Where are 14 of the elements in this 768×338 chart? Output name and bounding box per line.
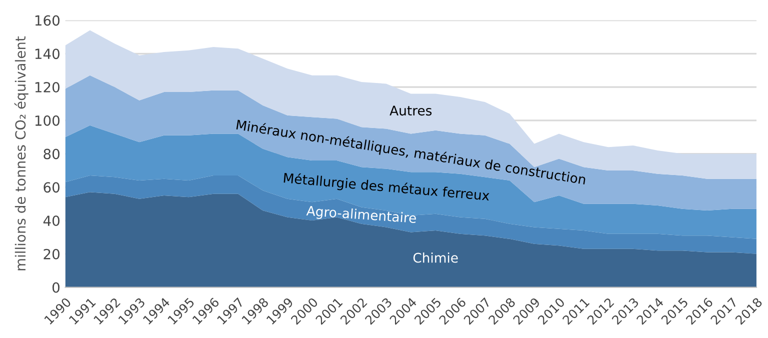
y-tick-label: 40 xyxy=(43,216,60,226)
series-label: Agro-alimentaire xyxy=(306,205,416,226)
y-tick-label: 140 xyxy=(35,48,60,60)
series-label: Chimie xyxy=(413,252,458,263)
series-label: Autres xyxy=(390,106,432,116)
y-tick-label: 20 xyxy=(44,248,60,260)
y-tick-label: 100 xyxy=(35,115,60,126)
y-axis-title: millions de tonnes CO₂ équivalent xyxy=(14,36,28,270)
series-label: Métallurgie des métaux ferreux xyxy=(284,172,490,204)
y-tick-label: 0 xyxy=(52,282,60,293)
y-tick-label: 160 xyxy=(35,15,60,26)
y-tick-label: 60 xyxy=(44,182,60,193)
y-tick-label: 120 xyxy=(35,82,60,93)
y-tick-label: 80 xyxy=(44,148,60,160)
